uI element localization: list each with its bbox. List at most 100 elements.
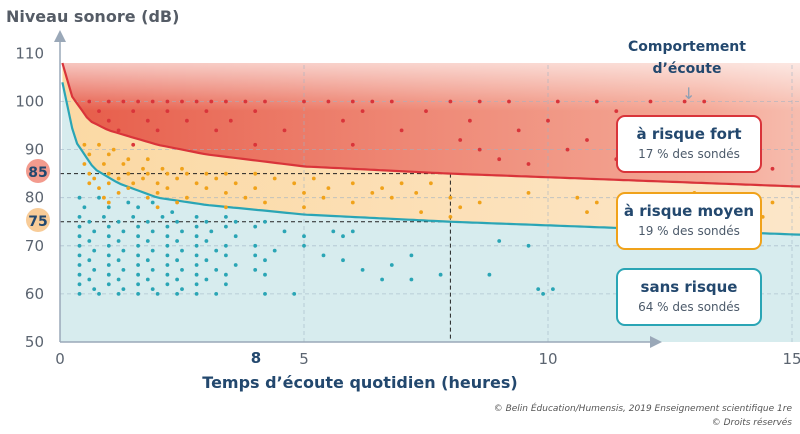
point-series0-34 bbox=[106, 118, 111, 123]
point-series0-22 bbox=[648, 99, 653, 104]
point-series2-71 bbox=[321, 253, 326, 258]
point-series2-44 bbox=[87, 239, 92, 243]
point-series0-7 bbox=[194, 99, 199, 104]
point-series1-35 bbox=[292, 181, 297, 186]
point-series1-14 bbox=[106, 171, 111, 176]
legend-risque-fort-label: à risque fort bbox=[636, 125, 742, 143]
point-series2-124 bbox=[263, 292, 267, 296]
point-series2-105 bbox=[77, 282, 82, 287]
point-series2-59 bbox=[121, 248, 126, 253]
point-series2-7 bbox=[170, 210, 175, 215]
marker-75-circle bbox=[26, 208, 50, 232]
point-series2-110 bbox=[224, 282, 228, 287]
point-series2-80 bbox=[136, 263, 141, 267]
point-series1-3 bbox=[87, 152, 92, 157]
point-series2-48 bbox=[204, 239, 209, 243]
point-series2-20 bbox=[263, 219, 267, 224]
point-series1-18 bbox=[185, 171, 189, 176]
point-series2-131 bbox=[341, 258, 345, 263]
risque-moyen-region bbox=[62, 63, 800, 235]
point-series2-35 bbox=[350, 229, 355, 234]
marker-8-label: 8 bbox=[251, 349, 261, 367]
point-series1-72 bbox=[302, 205, 306, 210]
point-series2-47 bbox=[175, 239, 180, 243]
y-tick-70: 70 bbox=[25, 237, 44, 255]
point-series2-16 bbox=[145, 219, 150, 224]
point-series2-101 bbox=[175, 277, 180, 282]
point-series1-78 bbox=[419, 210, 423, 215]
point-series1-4 bbox=[106, 152, 111, 157]
point-series0-23 bbox=[682, 99, 687, 104]
point-series0-38 bbox=[341, 118, 345, 123]
point-series2-13 bbox=[224, 215, 228, 219]
point-series1-24 bbox=[141, 176, 145, 181]
point-series2-126 bbox=[541, 292, 545, 296]
point-series2-85 bbox=[121, 268, 126, 272]
point-series0-15 bbox=[370, 99, 375, 104]
point-series1-12 bbox=[180, 166, 184, 171]
x-tick-15: 15 bbox=[782, 350, 800, 368]
point-series2-123 bbox=[214, 292, 219, 296]
threshold-guides bbox=[60, 173, 451, 342]
point-series2-8 bbox=[77, 215, 82, 219]
point-series1-16 bbox=[145, 171, 150, 176]
point-series2-11 bbox=[160, 215, 165, 219]
y-tick-110: 110 bbox=[15, 44, 44, 62]
point-series1-56 bbox=[185, 195, 189, 200]
point-series0-4 bbox=[150, 99, 155, 104]
point-series2-22 bbox=[106, 224, 111, 229]
point-series0-70 bbox=[770, 166, 775, 171]
point-series2-107 bbox=[136, 282, 141, 287]
point-series0-64 bbox=[497, 157, 502, 162]
point-series1-65 bbox=[350, 200, 355, 205]
y-tick-90: 90 bbox=[25, 141, 44, 159]
point-series2-18 bbox=[204, 219, 209, 224]
point-series1-60 bbox=[448, 195, 453, 200]
point-series0-33 bbox=[614, 109, 619, 113]
point-series1-40 bbox=[126, 186, 131, 191]
point-series2-116 bbox=[77, 292, 82, 296]
point-series1-10 bbox=[141, 166, 145, 171]
point-series1-37 bbox=[399, 181, 404, 186]
point-series0-14 bbox=[350, 99, 355, 104]
point-series1-47 bbox=[155, 191, 160, 195]
point-series2-128 bbox=[487, 272, 492, 277]
point-series2-113 bbox=[150, 287, 155, 291]
point-series1-27 bbox=[272, 176, 277, 181]
high-risk-threshold-curve bbox=[61, 62, 800, 188]
x-tick-0: 0 bbox=[55, 350, 65, 368]
point-series2-6 bbox=[136, 205, 141, 210]
point-series1-20 bbox=[224, 171, 228, 176]
point-series0-20 bbox=[555, 99, 560, 104]
point-series1-32 bbox=[155, 181, 160, 186]
point-series0-29 bbox=[204, 109, 209, 113]
point-series1-19 bbox=[204, 171, 209, 176]
point-series0-9 bbox=[224, 99, 228, 104]
point-series2-92 bbox=[106, 272, 111, 277]
point-series0-1 bbox=[106, 99, 111, 104]
point-series2-86 bbox=[150, 268, 155, 272]
point-series2-14 bbox=[87, 219, 92, 224]
point-series2-60 bbox=[150, 248, 155, 253]
point-series2-42 bbox=[302, 234, 306, 239]
point-series0-28 bbox=[165, 109, 170, 113]
point-series1-11 bbox=[160, 166, 165, 171]
legend-risque-fort-share: 17 % des sondés bbox=[638, 147, 740, 161]
point-series1-62 bbox=[106, 200, 111, 205]
point-series2-127 bbox=[551, 287, 555, 291]
point-series2-33 bbox=[282, 229, 287, 234]
point-series2-52 bbox=[165, 243, 170, 248]
point-series0-61 bbox=[565, 147, 570, 152]
point-series1-48 bbox=[224, 191, 228, 195]
point-series2-76 bbox=[204, 258, 209, 263]
legend-title: Comportement d’écoute bbox=[612, 36, 762, 80]
credit-line-1: © Belin Éducation/Humensis, 2019 Enseign… bbox=[493, 404, 792, 414]
point-series2-104 bbox=[409, 277, 414, 282]
point-series2-87 bbox=[180, 268, 184, 272]
legend-risque-moyen-share: 19 % des sondés bbox=[638, 224, 740, 238]
point-series2-55 bbox=[253, 243, 258, 248]
point-series2-65 bbox=[106, 253, 111, 258]
point-series0-47 bbox=[399, 128, 404, 133]
point-series2-62 bbox=[214, 248, 219, 253]
point-series0-0 bbox=[87, 99, 92, 104]
